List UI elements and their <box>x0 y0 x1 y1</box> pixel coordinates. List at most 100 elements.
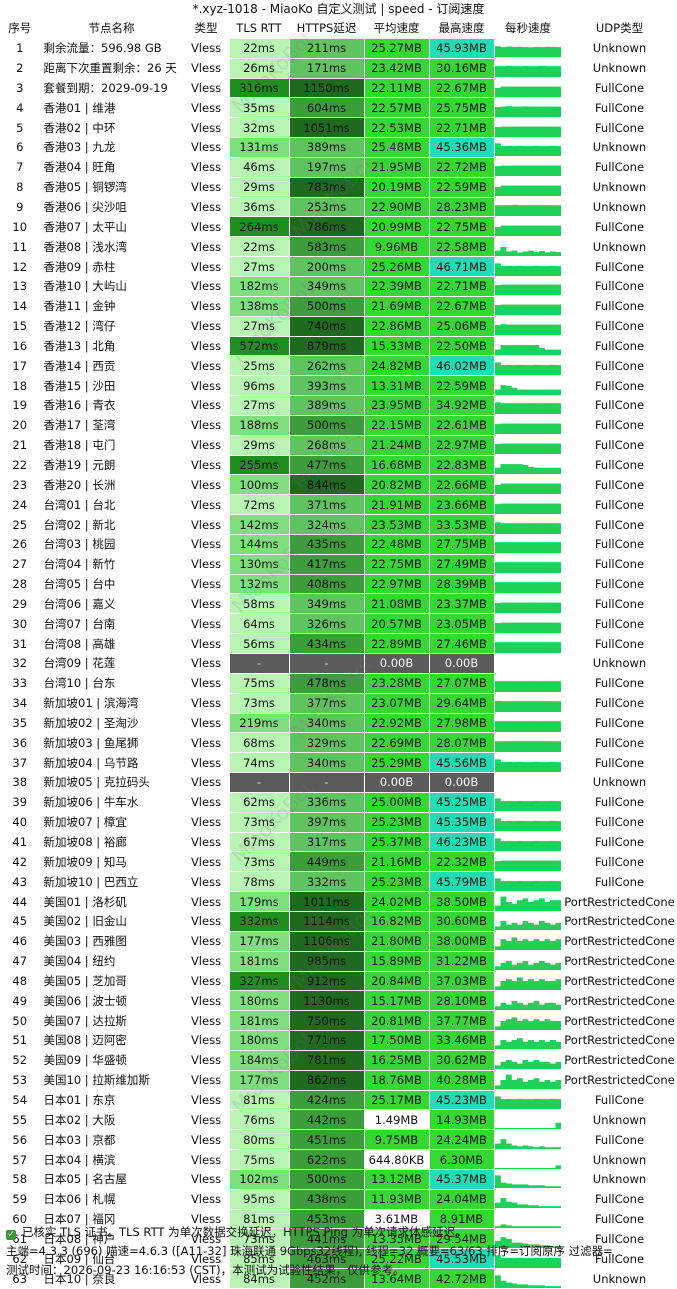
table-row[interactable]: 48 美国05 | 芝加哥 Vless 327ms 912ms 20.84MB 37.03M… <box>0 971 677 992</box>
table-row[interactable]: 26 台湾03 | 桃园 Vless 144ms 435ms 22.48MB 27.75MB… <box>0 534 677 555</box>
col-max-speed-header[interactable]: 最高速度 <box>429 19 495 39</box>
cell-node-name: 美国02 | 旧金山 <box>40 911 184 932</box>
cell-max-speed: 22.59MB <box>429 177 495 198</box>
col-per-second-header[interactable]: 每秒速度 <box>494 19 563 39</box>
table-row[interactable]: 45 美国02 | 旧金山 Vless 332ms 1114ms 16.82MB 30.60… <box>0 911 677 932</box>
table-row[interactable]: 41 新加坡08 | 裕廊 Vless 67ms 317ms 25.37MB 46.23MB… <box>0 832 677 853</box>
sparkline-bar <box>527 1185 534 1189</box>
col-avg-speed-header[interactable]: 平均速度 <box>364 19 430 39</box>
table-row[interactable]: 33 台湾10 | 台东 Vless 75ms 478ms 23.28MB 27.07MB F… <box>0 673 677 694</box>
table-row[interactable]: 2 距离下次重置剩余：26 天 Vless 26ms 171ms 23.42MB 30.16… <box>0 58 677 79</box>
sparkline-bar <box>511 801 517 812</box>
table-row[interactable]: 53 美国10 | 拉斯维加斯 Vless 177ms 862ms 18.76MB 40.2… <box>0 1070 677 1091</box>
table-row[interactable]: 16 香港13 | 北角 Vless 572ms 879ms 15.33MB 22.50MB… <box>0 336 677 357</box>
table-row[interactable]: 43 新加坡10 | 巴西立 Vless 78ms 332ms 25.23MB 45.79M… <box>0 871 677 893</box>
table-row[interactable]: 35 新加坡02 | 圣淘沙 Vless 219ms 340ms 22.92MB 27.98… <box>0 713 677 734</box>
table-row[interactable]: 19 香港16 | 青衣 Vless 27ms 389ms 23.95MB 34.92MB F… <box>0 395 677 416</box>
table-row[interactable]: 3 套餐到期：2029-09-19 Vless 316ms 1150ms 22.11MB 2… <box>0 78 677 99</box>
table-row[interactable]: 51 美国08 | 迈阿密 Vless 180ms 771ms 17.50MB 33.46M… <box>0 1030 677 1051</box>
table-row[interactable]: 58 日本05 | 名古屋 Vless 102ms 500ms 13.12MB 45.37M… <box>0 1169 677 1190</box>
table-row[interactable]: 18 香港15 | 沙田 Vless 96ms 393ms 13.31MB 22.59MB F… <box>0 375 677 397</box>
sparkline-bar <box>549 1063 556 1070</box>
table-row[interactable]: 31 台湾08 | 高雄 Vless 56ms 434ms 22.89MB 27.46MB F… <box>0 633 677 654</box>
table-row[interactable]: 42 新加坡09 | 知马 Vless 73ms 449ms 21.16MB 22.32MB… <box>0 851 677 873</box>
cell-max-speed: 45.23MB <box>429 1090 495 1111</box>
col-https-header[interactable]: HTTPS延迟 <box>289 19 365 39</box>
table-row[interactable]: 40 新加坡07 | 樟宜 Vless 73ms 397ms 25.23MB 45.35MB… <box>0 812 677 833</box>
table-row[interactable]: 6 香港03 | 九龙 Vless 131ms 389ms 25.48MB 45.36MB U… <box>0 137 677 158</box>
sparkline-bar <box>511 880 517 891</box>
table-row[interactable]: 7 香港04 | 旺角 Vless 46ms 197ms 21.95MB 22.72MB Fu… <box>0 157 677 178</box>
table-row[interactable]: 32 台湾09 | 花莲 Vless - -0.00B 0.00B Unknown <box>0 653 677 674</box>
table-row[interactable]: 49 美国06 | 波士顿 Vless 180ms 1130ms 15.17MB 28.10… <box>0 990 677 1012</box>
cell-node-name: 新加坡09 | 知马 <box>40 851 184 873</box>
table-row[interactable]: 8 香港05 | 铜锣湾 Vless 29ms 783ms 20.19MB 22.59MB U… <box>0 177 677 198</box>
table-row[interactable]: 9 香港06 | 尖沙咀 Vless 36ms 253ms 22.90MB 28.23MB U… <box>0 197 677 218</box>
table-row[interactable]: 56 日本03 | 京都 Vless 80ms 451ms 9.75MB 24.24MB Fu… <box>0 1129 677 1151</box>
col-index-header[interactable]: 序号 <box>0 19 41 39</box>
cell-max-speed: 22.59MB <box>429 375 495 397</box>
sparkline-bar <box>544 1257 550 1268</box>
table-row[interactable]: 15 香港12 | 湾仔 Vless 27ms 740ms 22.86MB 25.06MB F… <box>0 316 677 337</box>
sparkline-bar <box>494 602 501 613</box>
table-row[interactable]: 50 美国07 | 达拉斯 Vless 181ms 750ms 20.81MB 37.77M… <box>0 1010 677 1032</box>
cell-tls-rtt: 25ms <box>229 355 290 377</box>
table-row[interactable]: 22 香港19 | 元朗 Vless 255ms 477ms 16.68MB 22.83MB… <box>0 455 677 476</box>
table-row[interactable]: 57 日本04 | 横滨 Vless 75ms 622ms 644.80KB 6.30MB U… <box>0 1149 677 1170</box>
table-row[interactable]: 12 香港09 | 赤柱 Vless 27ms 200ms 25.26MB 46.71MB F… <box>0 256 677 277</box>
table-row[interactable]: 5 香港02 | 中环 Vless 32ms 1051ms 22.53MB 22.71MB F… <box>0 117 677 139</box>
table-row[interactable]: 24 台湾01 | 台北 Vless 72ms 371ms 21.91MB 23.66MB F… <box>0 494 677 516</box>
table-row[interactable]: 21 香港18 | 屯门 Vless 29ms 268ms 21.24MB 22.97MB F… <box>0 435 677 456</box>
cell-index: 45 <box>0 911 41 932</box>
table-row[interactable]: 30 台湾07 | 台南 Vless 64ms 326ms 20.57MB 23.05MB F… <box>0 613 677 635</box>
table-row[interactable]: 59 日本06 | 札幌 Vless 95ms 438ms 11.93MB 24.04MB F… <box>0 1189 677 1210</box>
table-row[interactable]: 47 美国04 | 纽约 Vless 181ms 985ms 15.89MB 31.22MB… <box>0 951 677 972</box>
table-row[interactable]: 1 剩余流量：596.98 GB Vless 22ms 211ms 25.27MB 45.9… <box>0 38 677 59</box>
cell-max-speed: 45.93MB <box>429 38 495 59</box>
table-row[interactable]: 28 台湾05 | 台中 Vless 132ms 408ms 22.97MB 28.39MB… <box>0 574 677 595</box>
table-row[interactable]: 20 香港17 | 荃湾 Vless 188ms 500ms 22.15MB 22.61MB… <box>0 415 677 436</box>
table-row[interactable]: 13 香港10 | 大屿山 Vless 182ms 349ms 22.39MB 22.71M… <box>0 276 677 297</box>
table-row[interactable]: 60 日本07 | 福冈 Vless 81ms 453ms 3.61MB 8.91MB Ful… <box>0 1209 677 1230</box>
table-row[interactable]: 11 香港08 | 浅水湾 Vless 22ms 583ms 9.96MB 22.58MB U… <box>0 236 677 258</box>
table-row[interactable]: 37 新加坡04 | 乌节路 Vless 74ms 340ms 25.29MB 45.56M… <box>0 752 677 774</box>
table-row[interactable]: 27 台湾04 | 新竹 Vless 130ms 417ms 22.75MB 27.49MB… <box>0 554 677 575</box>
table-row[interactable]: 36 新加坡03 | 鱼尾狮 Vless 68ms 329ms 22.69MB 28.07M… <box>0 732 677 754</box>
sparkline-bar <box>527 1145 534 1149</box>
sparkline-bar <box>522 47 528 58</box>
sparkline-bar <box>522 165 528 177</box>
table-row[interactable]: 4 香港01 | 维港 Vless 35ms 604ms 22.57MB 25.75MB Fu… <box>0 97 677 119</box>
sparkline-bar <box>505 562 512 574</box>
table-row[interactable]: 62 日本09 | 仙台 Vless 85ms 463ms 25.22MB 45.53MB F… <box>0 1248 677 1270</box>
table-row[interactable]: 54 日本01 | 东京 Vless 81ms 424ms 25.17MB 45.23MB F… <box>0 1090 677 1111</box>
table-row[interactable]: 10 香港07 | 太平山 Vless 264ms 786ms 20.99MB 22.75M… <box>0 216 677 238</box>
table-row[interactable]: 17 香港14 | 西贡 Vless 25ms 262ms 24.82MB 46.02MB F… <box>0 355 677 377</box>
table-row[interactable]: 29 台湾06 | 嘉义 Vless 58ms 349ms 21.08MB 23.37MB F… <box>0 593 677 615</box>
sparkline-bar <box>538 1145 545 1149</box>
sparkline-bar <box>555 841 561 851</box>
table-row[interactable]: 23 香港20 | 长洲 Vless 100ms 844ms 20.82MB 22.66MB… <box>0 474 677 496</box>
table-row[interactable]: 14 香港11 | 金钟 Vless 138ms 500ms 21.69MB 22.67MB… <box>0 296 677 317</box>
table-row[interactable]: 34 新加坡01 | 滨海湾 Vless 73ms 377ms 23.07MB 29.64M… <box>0 693 677 714</box>
table-row[interactable]: 55 日本02 | 大阪 Vless 76ms 442ms 1.49MB 14.93MB Un… <box>0 1109 677 1131</box>
cell-per-second-speed <box>494 931 563 952</box>
sparkline-bar <box>538 1284 545 1288</box>
table-row[interactable]: 25 台湾02 | 新北 Vless 142ms 324ms 23.53MB 33.53MB… <box>0 514 677 535</box>
sparkline-bar <box>505 165 512 177</box>
table-row[interactable]: 39 新加坡06 | 牛车水 Vless 62ms 336ms 25.00MB 45.25M… <box>0 792 677 813</box>
col-type-header[interactable]: 类型 <box>183 19 230 39</box>
table-row[interactable]: 61 日本08 | 神户 Vless 73ms 441ms 13.35MB 29.54MB F… <box>0 1228 677 1250</box>
col-name-header[interactable]: 节点名称 <box>40 19 184 39</box>
cell-node-name: 台湾06 | 嘉义 <box>40 593 184 615</box>
table-row[interactable]: 52 美国09 | 华盛顿 Vless 184ms 781ms 16.25MB 30.62M… <box>0 1050 677 1071</box>
table-row[interactable]: 46 美国03 | 西雅图 Vless 177ms 1106ms 21.80MB 38.00… <box>0 931 677 952</box>
cell-tls-rtt: 26ms <box>229 58 290 79</box>
table-row[interactable]: 38 新加坡05 | 克拉码头 Vless - -0.00B 0.00B Unknown <box>0 772 677 793</box>
sparkline-bar <box>544 701 550 713</box>
col-tls-rtt-header[interactable]: TLS RTT <box>229 19 290 39</box>
table-row[interactable]: 44 美国01 | 洛杉矶 Vless 179ms 1011ms 24.02MB 38.50… <box>0 891 677 912</box>
cell-node-name: 台湾05 | 台中 <box>40 574 184 595</box>
sparkline-bar <box>522 126 528 137</box>
sparkline-bar <box>544 324 550 336</box>
col-udp-header[interactable]: UDP类型 <box>562 19 677 39</box>
